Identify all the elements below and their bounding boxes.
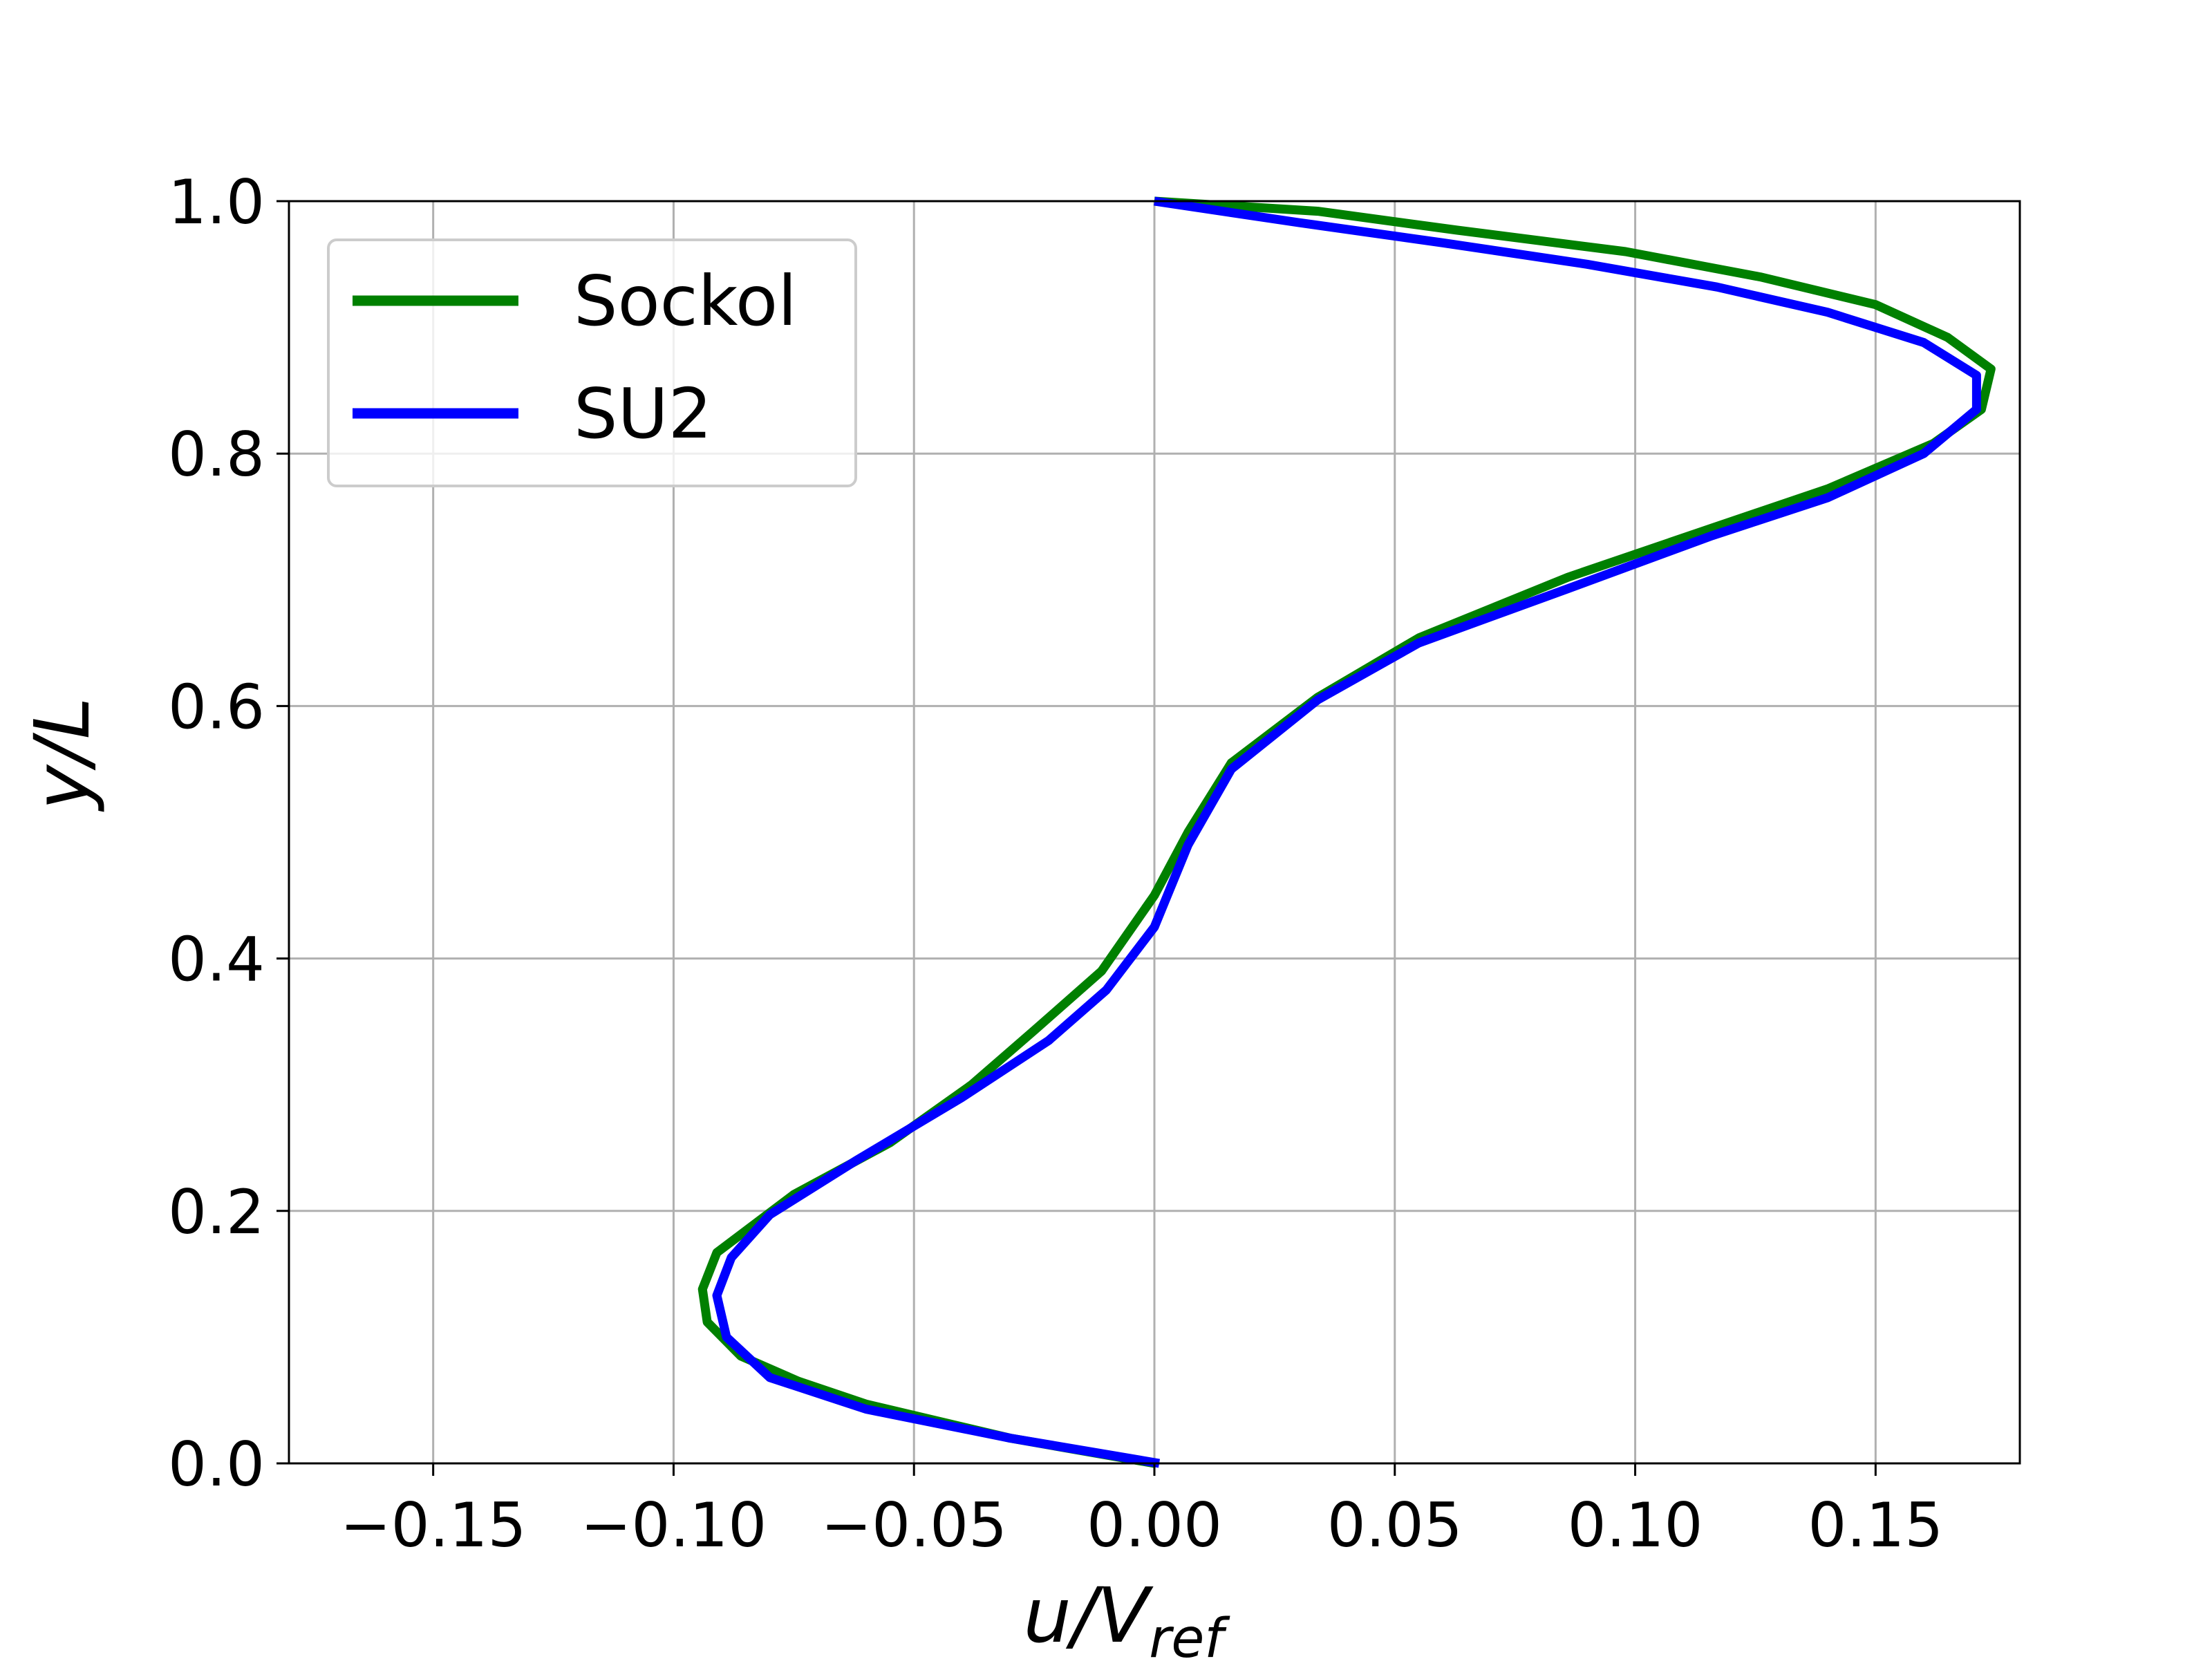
ticks — [276, 200, 1877, 1476]
x-axis-label: u/Vref — [1023, 1571, 1230, 1659]
x-tick-label: 0.00 — [1087, 1490, 1222, 1561]
series-line-sockol — [697, 196, 1996, 1468]
tick-labels: −0.15 −0.10 −0.05 0.00 0.05 0.10 0.15 0.0 0.2 0.4… — [168, 167, 1943, 1561]
y-axis-label: y/L — [18, 697, 106, 812]
x-tick-label: 0.05 — [1327, 1490, 1463, 1561]
series-layer — [697, 196, 1996, 1468]
y-tick-label: 0.6 — [168, 671, 265, 742]
series-line-su2 — [712, 196, 1981, 1468]
x-tick-label: 0.15 — [1808, 1490, 1943, 1561]
x-tick-label: −0.15 — [340, 1490, 527, 1561]
y-tick-label: 1.0 — [168, 167, 265, 238]
y-tick-label: 0.4 — [168, 924, 265, 995]
x-axis-label-subscript: ref — [1149, 1608, 1230, 1659]
legend-label-su2: SU2 — [574, 373, 712, 454]
y-tick-label: 0.2 — [168, 1177, 265, 1248]
x-tick-label: −0.10 — [581, 1490, 767, 1561]
x-tick-label: 0.10 — [1568, 1490, 1703, 1561]
legend-label-sockol: Sockol — [574, 261, 797, 341]
y-tick-label: 0.8 — [168, 419, 265, 490]
y-tick-label: 0.0 — [168, 1429, 265, 1500]
x-tick-label: −0.05 — [821, 1490, 1007, 1561]
legend: Sockol SU2 — [327, 238, 857, 487]
